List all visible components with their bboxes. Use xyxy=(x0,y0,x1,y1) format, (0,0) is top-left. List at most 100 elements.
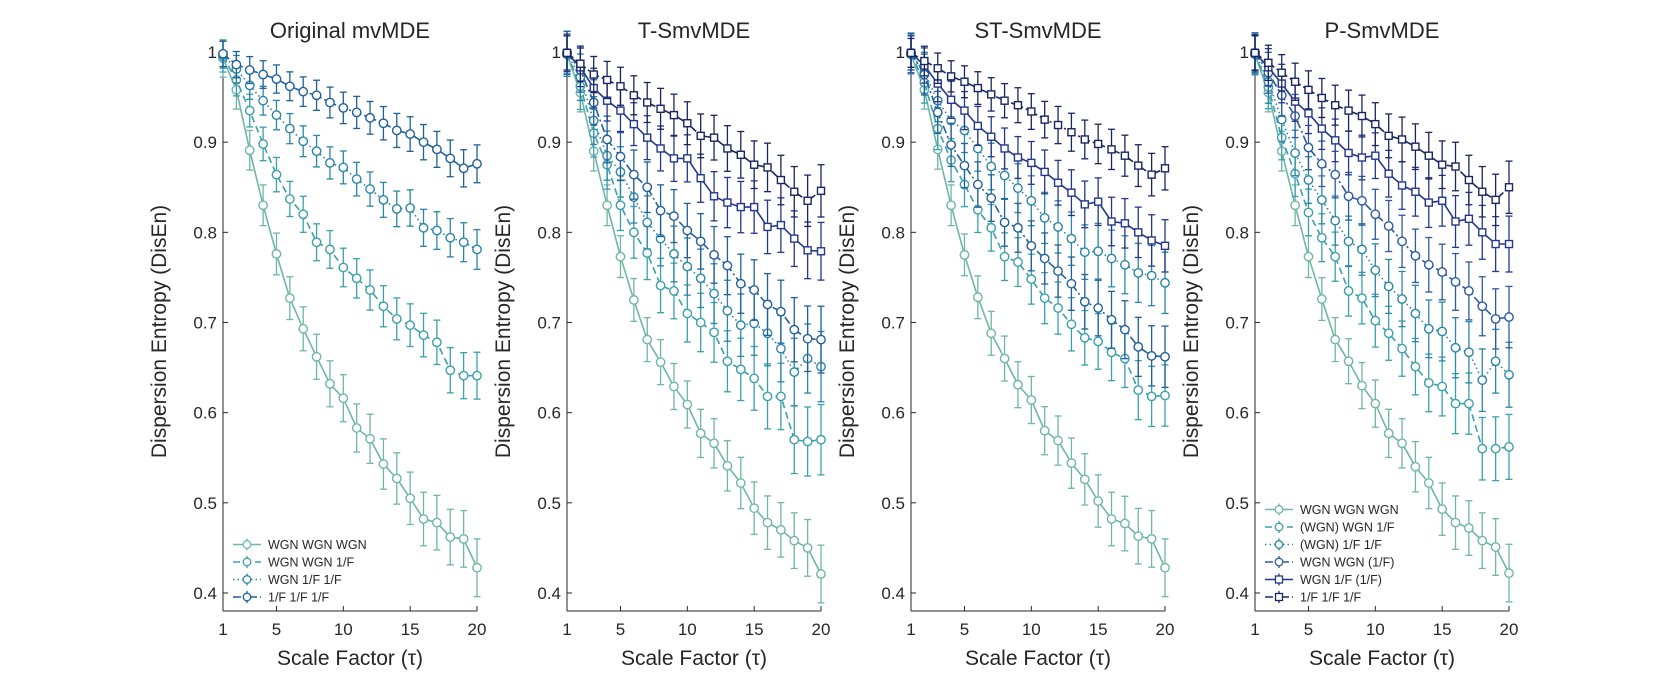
data-point xyxy=(1067,128,1076,137)
data-point xyxy=(1107,217,1116,226)
data-point xyxy=(987,90,996,99)
data-point xyxy=(802,436,813,447)
data-point xyxy=(1106,253,1117,264)
data-point xyxy=(391,473,402,484)
series-line xyxy=(1254,54,1510,574)
x-tick-label: 10 xyxy=(1366,620,1385,639)
data-point xyxy=(655,280,666,291)
data-point xyxy=(1013,379,1023,390)
data-point xyxy=(1000,144,1009,153)
data-point xyxy=(218,48,228,59)
data-point xyxy=(1106,514,1117,524)
data-point xyxy=(775,391,786,402)
data-point xyxy=(1039,425,1050,436)
data-point xyxy=(986,222,997,233)
x-axis-label: Scale Factor (τ) xyxy=(621,647,767,670)
data-point xyxy=(920,56,929,66)
x-axis-label: Scale Factor (τ) xyxy=(965,647,1111,670)
data-point xyxy=(735,478,746,488)
legend-label: WGN WGN 1/F xyxy=(268,556,354,570)
y-tick-label: 0.9 xyxy=(193,133,217,152)
data-point xyxy=(391,125,402,136)
legend-marker xyxy=(242,575,252,584)
y-tick-label: 0.5 xyxy=(193,494,217,513)
series-line xyxy=(222,57,478,569)
x-tick-label: 15 xyxy=(1433,620,1452,639)
data-point xyxy=(351,273,362,284)
data-point xyxy=(231,59,242,70)
data-point xyxy=(244,105,255,116)
data-point xyxy=(1371,151,1380,160)
legend-label: (WGN) 1/F 1/F xyxy=(1300,538,1382,552)
data-point xyxy=(1423,478,1434,488)
legend-marker xyxy=(242,557,252,567)
data-point xyxy=(1066,319,1077,330)
data-point xyxy=(695,428,706,439)
y-axis-label: Dispersion Entropy (DisEn) xyxy=(492,205,515,458)
data-point xyxy=(669,381,679,392)
data-point xyxy=(1079,247,1090,258)
data-point xyxy=(1146,350,1157,361)
data-point xyxy=(643,133,652,142)
y-tick-label: 0.7 xyxy=(193,313,217,332)
data-point xyxy=(972,179,983,190)
x-tick-label: 5 xyxy=(616,620,625,639)
data-point xyxy=(589,70,598,79)
data-point xyxy=(1437,326,1448,337)
legend-label: WGN 1/F 1/F xyxy=(268,573,342,587)
data-point xyxy=(656,144,665,153)
data-point xyxy=(1026,195,1037,206)
data-point xyxy=(695,317,706,328)
y-tick-label: 1 xyxy=(1240,43,1249,62)
data-point xyxy=(418,222,429,233)
data-point xyxy=(458,237,469,248)
legend-marker xyxy=(1274,557,1284,567)
data-point xyxy=(1066,458,1077,469)
y-tick-label: 1 xyxy=(208,43,217,62)
data-point xyxy=(1079,474,1090,485)
y-tick-label: 0.4 xyxy=(1225,584,1249,603)
data-point xyxy=(378,301,389,312)
data-point xyxy=(1040,167,1049,177)
series-3 xyxy=(218,40,482,270)
data-point xyxy=(776,220,786,230)
data-point xyxy=(682,308,693,319)
x-axis-label: Scale Factor (τ) xyxy=(277,647,423,670)
y-tick-label: 0.7 xyxy=(881,313,905,332)
data-point xyxy=(418,514,429,524)
data-point xyxy=(1039,293,1050,304)
data-point xyxy=(1357,195,1367,206)
data-point xyxy=(709,133,719,142)
data-point xyxy=(1343,191,1354,202)
x-tick-label: 5 xyxy=(960,620,969,639)
data-point xyxy=(1343,286,1354,296)
data-point xyxy=(986,193,997,203)
data-point xyxy=(1330,251,1341,262)
legend: WGN WGN WGN WGN WGN 1/F WGN 1/F 1/F 1/F 1/F… xyxy=(233,538,367,605)
data-point xyxy=(749,160,759,169)
data-point xyxy=(960,77,969,86)
y-tick-label: 0.8 xyxy=(193,223,217,242)
legend-marker xyxy=(242,540,252,549)
data-point xyxy=(762,391,773,402)
data-point xyxy=(1290,200,1301,211)
data-point xyxy=(1026,395,1037,405)
data-point xyxy=(445,232,456,243)
series-4 xyxy=(562,30,826,374)
data-point xyxy=(1330,334,1341,345)
data-point xyxy=(1450,342,1461,353)
data-point xyxy=(378,194,389,205)
data-point xyxy=(1397,135,1407,144)
data-point xyxy=(1316,294,1327,304)
data-point xyxy=(284,194,295,204)
data-point xyxy=(1437,267,1448,277)
data-point xyxy=(1410,308,1421,319)
data-point xyxy=(972,292,983,303)
data-point xyxy=(1504,312,1514,322)
data-point xyxy=(1397,294,1407,304)
legend-item: WGN WGN WGN xyxy=(233,538,367,552)
y-tick-label: 0.6 xyxy=(1225,404,1249,423)
y-tick-label: 0.5 xyxy=(537,494,561,513)
y-axis-label: Dispersion Entropy (DisEn) xyxy=(148,205,171,458)
